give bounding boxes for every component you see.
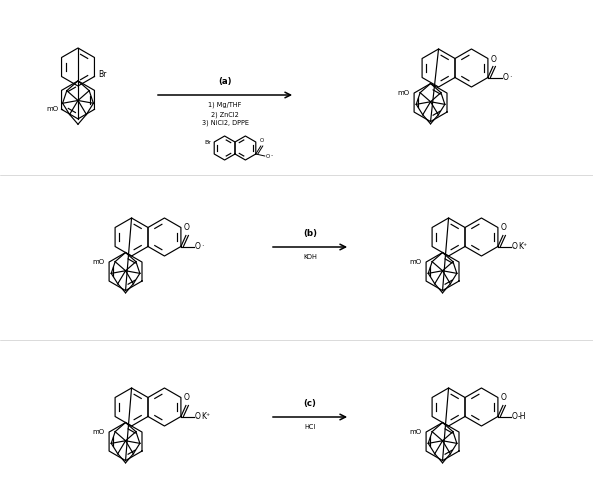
Text: O: O — [184, 222, 190, 232]
Text: HCl: HCl — [304, 424, 315, 430]
Text: O: O — [503, 73, 509, 82]
Text: O: O — [195, 412, 201, 421]
Text: ·: · — [509, 73, 511, 82]
Text: ··: ·· — [271, 154, 275, 158]
Text: 2) ZnCl2: 2) ZnCl2 — [211, 111, 239, 117]
Text: K⁺: K⁺ — [518, 242, 527, 251]
Text: O: O — [491, 54, 497, 64]
Text: ⁻: ⁻ — [512, 248, 515, 252]
Text: ·: · — [201, 242, 203, 251]
Text: O: O — [195, 242, 201, 251]
Text: O: O — [266, 154, 270, 158]
Text: O: O — [512, 242, 518, 251]
Text: ⁻: ⁻ — [195, 418, 198, 422]
Text: (a): (a) — [218, 77, 232, 86]
Text: mO: mO — [409, 429, 421, 435]
Text: mO: mO — [92, 259, 104, 265]
Text: (b): (b) — [303, 229, 317, 238]
Text: KOH: KOH — [303, 254, 317, 260]
Text: Br: Br — [98, 70, 107, 79]
Text: mO: mO — [409, 259, 421, 265]
Text: O: O — [184, 392, 190, 402]
Text: mO: mO — [397, 90, 409, 96]
Text: O: O — [260, 138, 264, 143]
Text: K⁺: K⁺ — [201, 412, 210, 421]
Text: -H: -H — [518, 412, 527, 421]
Text: 3) NiCl2, DPPE: 3) NiCl2, DPPE — [202, 120, 248, 126]
Text: mO: mO — [46, 106, 59, 112]
Text: O: O — [501, 392, 507, 402]
Text: 1) Mg/THF: 1) Mg/THF — [208, 102, 242, 108]
Text: O: O — [501, 222, 507, 232]
Text: Br: Br — [205, 140, 211, 144]
Text: O: O — [512, 412, 518, 421]
Text: mO: mO — [92, 429, 104, 435]
Text: (c): (c) — [304, 399, 317, 408]
